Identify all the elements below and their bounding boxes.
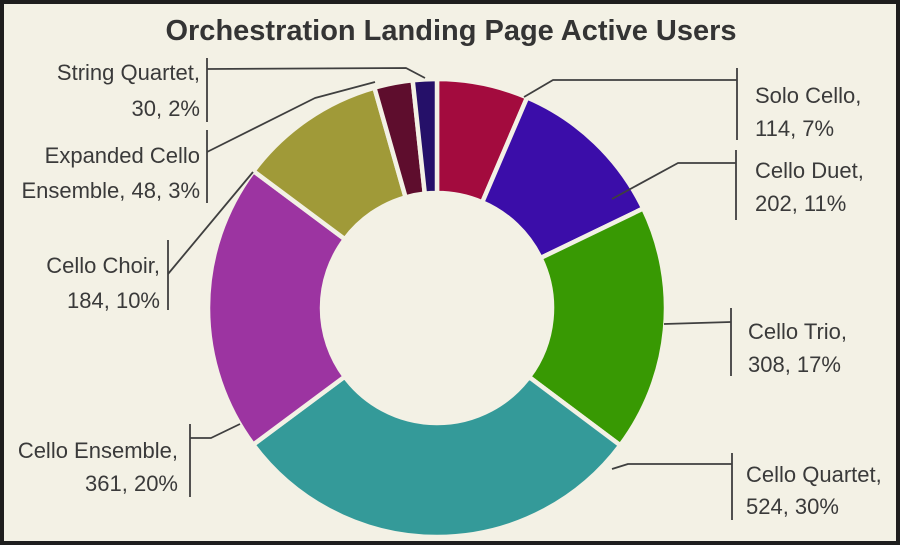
leader-line-expanded-cello-ensemble [206,81,376,153]
slice-label-expanded-cello-ensemble-line1: Expanded Cello [45,143,200,168]
slice-label-cello-choir-line1: Cello Choir, [46,253,160,278]
donut-chart: Orchestration Landing Page Active Users … [18,15,882,540]
slice-label-expanded-cello-ensemble-line2: Ensemble, 48, 3% [21,178,200,203]
leader-line-cello-duet [611,162,736,200]
slice-label-cello-choir-line2: 184, 10% [67,288,160,313]
slice-cello-trio[interactable] [525,205,669,449]
leader-line-cello-quartet [611,463,732,470]
slice-label-cello-ensemble-line1: Cello Ensemble, [18,438,178,463]
slice-cello-ensemble[interactable] [205,167,348,448]
slice-label-cello-trio-line1: Cello Trio, [748,319,847,344]
slice-label-cello-duet-line2: 202, 11% [755,191,846,216]
leader-lines [167,58,738,520]
leader-line-cello-trio [663,321,732,325]
slice-label-string-quartet-line2: 30, 2% [132,96,201,121]
slice-label-cello-trio-line2: 308, 17% [748,352,841,377]
leader-line-cello-choir [167,171,254,275]
slice-labels: Solo Cello, 114, 7% Cello Duet, 202, 11% Cel… [18,60,882,519]
donut-slices [205,76,669,540]
chart-title: Orchestration Landing Page Active Users [165,15,736,47]
leader-line-solo-cello [523,79,737,98]
slice-label-solo-cello-line1: Solo Cello, [755,83,861,108]
slice-label-solo-cello-line2: 114, 7% [755,116,834,141]
leader-line-string-quartet [206,67,426,79]
slice-cello-quartet[interactable] [250,373,624,540]
slice-label-cello-duet-line1: Cello Duet, [755,158,864,183]
slice-label-cello-ensemble-line2: 361, 20% [85,471,178,496]
slice-string-quartet[interactable] [410,76,440,197]
slice-label-cello-quartet-line1: Cello Quartet, [746,462,882,487]
slice-label-cello-quartet-line2: 524, 30% [746,494,839,519]
slice-label-string-quartet-line1: String Quartet, [57,60,200,85]
leader-line-cello-ensemble [190,423,241,439]
